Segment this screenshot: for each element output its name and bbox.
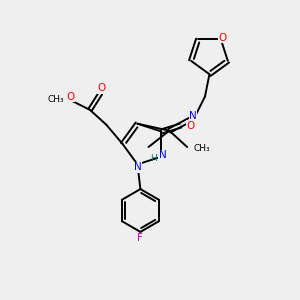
Text: CH₃: CH₃ xyxy=(47,95,64,104)
Text: CH₃: CH₃ xyxy=(194,144,210,153)
Text: O: O xyxy=(67,92,75,101)
Text: N: N xyxy=(159,150,167,160)
Text: F: F xyxy=(137,233,143,243)
Text: N: N xyxy=(189,111,197,121)
Text: O: O xyxy=(186,121,194,130)
Text: H: H xyxy=(150,154,156,163)
Text: O: O xyxy=(98,83,106,93)
Text: O: O xyxy=(218,33,226,43)
Text: N: N xyxy=(134,162,141,172)
